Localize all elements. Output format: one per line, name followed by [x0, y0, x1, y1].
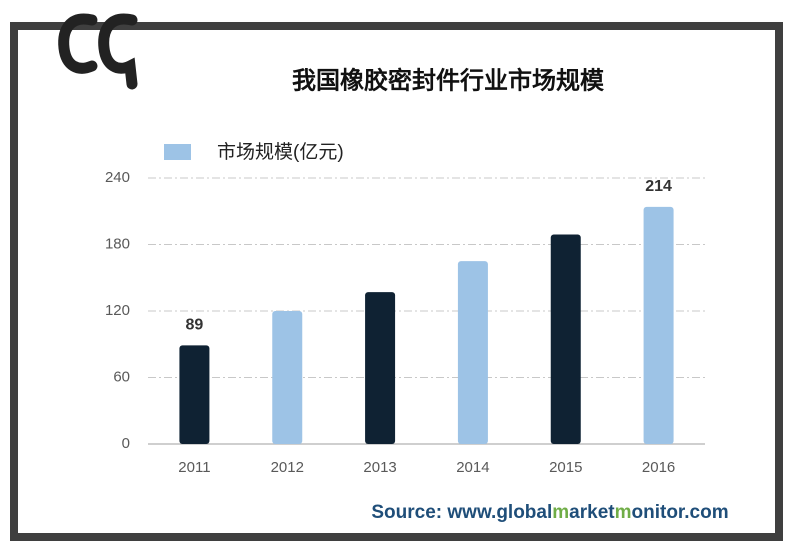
bar — [643, 206, 674, 444]
x-tick-label: 2016 — [642, 459, 675, 476]
data-label: 214 — [645, 178, 672, 195]
bar — [550, 234, 581, 444]
x-tick-label: 2011 — [178, 459, 210, 476]
bar — [272, 311, 303, 444]
source-part: arket — [569, 502, 615, 523]
x-tick-label: 2015 — [549, 459, 582, 476]
source: Source: www.globalmarketmonitor.com — [371, 502, 728, 523]
x-tick-label: 2014 — [456, 459, 489, 476]
y-tick-label: 120 — [105, 302, 130, 319]
source-part: Source: www. — [371, 502, 496, 523]
logo — [58, 13, 138, 90]
source-part: onitor.com — [632, 502, 729, 523]
frame — [10, 22, 783, 541]
y-tick-label: 60 — [113, 368, 130, 385]
legend-label: 市场规模(亿元) — [217, 141, 344, 163]
source-part: m — [552, 502, 569, 523]
chart-title: 我国橡胶密封件行业市场规模 — [292, 66, 605, 94]
bar — [365, 292, 396, 444]
y-tick-label: 0 — [122, 435, 130, 452]
y-tick-label: 240 — [105, 169, 130, 186]
data-label: 89 — [186, 317, 204, 334]
x-tick-label: 2012 — [271, 459, 304, 476]
legend-swatch — [164, 144, 191, 160]
source-part: m — [615, 502, 632, 523]
source-part: global — [496, 502, 552, 523]
bar — [457, 261, 488, 444]
bar — [179, 345, 210, 444]
x-tick-label: 2013 — [363, 459, 396, 476]
y-tick-label: 180 — [105, 235, 130, 252]
